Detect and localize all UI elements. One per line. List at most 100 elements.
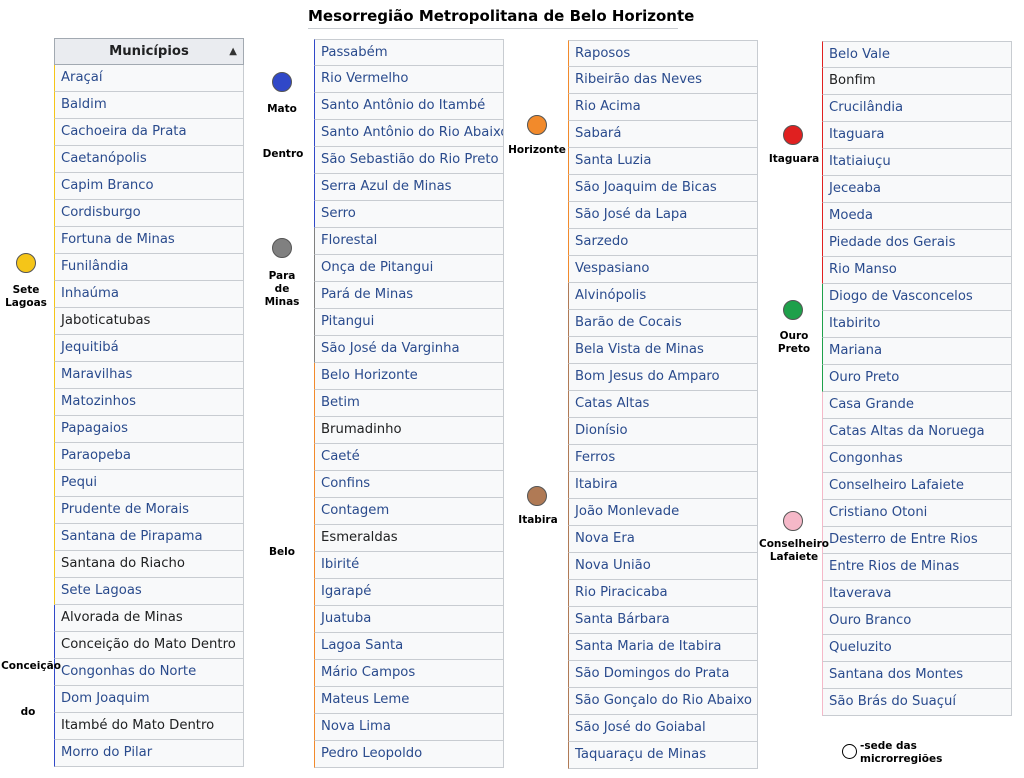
municipio-cell[interactable]: Rio Acima [568, 94, 758, 121]
municipio-cell[interactable]: Itatiaiuçu [822, 149, 1012, 176]
municipio-cell[interactable]: Alvinópolis [568, 283, 758, 310]
municipio-cell[interactable]: Itaverava [822, 581, 1012, 608]
municipio-cell[interactable]: Ibirité [314, 552, 504, 579]
municipio-cell[interactable]: Matozinhos [54, 389, 244, 416]
municipio-cell[interactable]: Dionísio [568, 418, 758, 445]
municipio-cell[interactable]: Entre Rios de Minas [822, 554, 1012, 581]
municipio-cell[interactable]: Caeté [314, 444, 504, 471]
municipio-cell[interactable]: Ouro Branco [822, 608, 1012, 635]
municipio-cell[interactable]: Rio Piracicaba [568, 580, 758, 607]
municipio-cell[interactable]: Queluzito [822, 635, 1012, 662]
municipio-cell[interactable]: Santo Antônio do Itambé [314, 93, 504, 120]
municipio-cell[interactable]: Baldim [54, 92, 244, 119]
municipio-cell[interactable]: Mariana [822, 338, 1012, 365]
municipio-cell[interactable]: Paraopeba [54, 443, 244, 470]
municipio-cell[interactable]: Catas Altas da Noruega [822, 419, 1012, 446]
municipio-cell[interactable]: Onça de Pitangui [314, 255, 504, 282]
municipio-cell[interactable]: Vespasiano [568, 256, 758, 283]
municipio-cell[interactable]: São Domingos do Prata [568, 661, 758, 688]
municipio-cell[interactable]: Raposos [568, 40, 758, 67]
municipio-cell[interactable]: Contagem [314, 498, 504, 525]
municipio-cell[interactable]: Santo Antônio do Rio Abaixo [314, 120, 504, 147]
municipio-cell[interactable]: Nova Era [568, 526, 758, 553]
municipio-cell[interactable]: Congonhas do Norte [54, 659, 244, 686]
municipio-cell[interactable]: Caetanópolis [54, 146, 244, 173]
municipio-cell[interactable]: Catas Altas [568, 391, 758, 418]
column-header-municipios[interactable]: Municípios ▲ [54, 38, 244, 65]
municipio-cell[interactable]: Lagoa Santa [314, 633, 504, 660]
municipio-cell[interactable]: Jeceaba [822, 176, 1012, 203]
municipio-cell[interactable]: São Brás do Suaçuí [822, 689, 1012, 716]
municipio-cell[interactable]: Morro do Pilar [54, 740, 244, 767]
municipio-cell[interactable]: Crucilândia [822, 95, 1012, 122]
municipio-cell[interactable]: Cristiano Otoni [822, 500, 1012, 527]
municipio-cell[interactable]: Funilândia [54, 254, 244, 281]
municipio-cell[interactable]: Piedade dos Gerais [822, 230, 1012, 257]
municipio-cell[interactable]: Pedro Leopoldo [314, 741, 504, 768]
municipio-cell[interactable]: São José da Varginha [314, 336, 504, 363]
municipio-cell[interactable]: Itaguara [822, 122, 1012, 149]
municipio-cell[interactable]: Barão de Cocais [568, 310, 758, 337]
municipio-cell[interactable]: Congonhas [822, 446, 1012, 473]
municipio-cell[interactable]: Cachoeira da Prata [54, 119, 244, 146]
municipio-cell[interactable]: Fortuna de Minas [54, 227, 244, 254]
municipio-cell[interactable]: Pará de Minas [314, 282, 504, 309]
municipio-cell[interactable]: Betim [314, 390, 504, 417]
municipio-cell[interactable]: Pitangui [314, 309, 504, 336]
municipio-cell[interactable]: Dom Joaquim [54, 686, 244, 713]
municipio-cell[interactable]: São Joaquim de Bicas [568, 175, 758, 202]
municipio-cell[interactable]: São Gonçalo do Rio Abaixo [568, 688, 758, 715]
municipio-cell[interactable]: Itabira [568, 472, 758, 499]
municipio-cell[interactable]: Bom Jesus do Amparo [568, 364, 758, 391]
municipio-cell[interactable]: Inhaúma [54, 281, 244, 308]
municipio-cell[interactable]: Moeda [822, 203, 1012, 230]
municipio-cell[interactable]: Ferros [568, 445, 758, 472]
municipio-cell[interactable]: Nova União [568, 553, 758, 580]
municipio-cell[interactable]: Belo Horizonte [314, 363, 504, 390]
municipio-cell[interactable]: Bela Vista de Minas [568, 337, 758, 364]
municipio-cell[interactable]: Rio Vermelho [314, 66, 504, 93]
municipio-cell[interactable]: Pequi [54, 470, 244, 497]
municipio-cell[interactable]: São José da Lapa [568, 202, 758, 229]
municipio-cell[interactable]: Ouro Preto [822, 365, 1012, 392]
municipio-cell[interactable]: Confins [314, 471, 504, 498]
municipio-cell[interactable]: Ribeirão das Neves [568, 67, 758, 94]
municipio-cell[interactable]: Prudente de Morais [54, 497, 244, 524]
municipio-cell[interactable]: Igarapé [314, 579, 504, 606]
sort-icon[interactable]: ▲ [229, 46, 237, 57]
municipio-cell[interactable]: São Sebastião do Rio Preto [314, 147, 504, 174]
municipio-cell[interactable]: Papagaios [54, 416, 244, 443]
municipio-cell[interactable]: Santa Bárbara [568, 607, 758, 634]
municipio-cell[interactable]: São José do Goiabal [568, 715, 758, 742]
municipio-cell[interactable]: Cordisburgo [54, 200, 244, 227]
municipio-cell[interactable]: Santana de Pirapama [54, 524, 244, 551]
municipio-cell[interactable]: Mário Campos [314, 660, 504, 687]
municipio-cell[interactable]: Casa Grande [822, 392, 1012, 419]
municipio-cell[interactable]: Desterro de Entre Rios [822, 527, 1012, 554]
municipio-cell[interactable]: Capim Branco [54, 173, 244, 200]
municipio-cell[interactable]: Sete Lagoas [54, 578, 244, 605]
municipio-cell[interactable]: Itabirito [822, 311, 1012, 338]
municipio-cell[interactable]: Sabará [568, 121, 758, 148]
municipio-cell[interactable]: Juatuba [314, 606, 504, 633]
municipio-cell[interactable]: Diogo de Vasconcelos [822, 284, 1012, 311]
municipio-cell[interactable]: Florestal [314, 228, 504, 255]
municipio-cell[interactable]: Belo Vale [822, 41, 1012, 68]
municipio-cell[interactable]: Passabém [314, 39, 504, 66]
municipio-cell[interactable]: Serro [314, 201, 504, 228]
municipio-cell[interactable]: Santana dos Montes [822, 662, 1012, 689]
municipio-cell[interactable]: Sarzedo [568, 229, 758, 256]
para-de-minas-marker-icon [272, 238, 292, 258]
municipio-cell[interactable]: Taquaraçu de Minas [568, 742, 758, 769]
municipio-cell[interactable]: Conselheiro Lafaiete [822, 473, 1012, 500]
municipio-cell[interactable]: Santa Luzia [568, 148, 758, 175]
municipio-cell[interactable]: Maravilhas [54, 362, 244, 389]
municipio-cell[interactable]: Jequitibá [54, 335, 244, 362]
municipio-cell[interactable]: Mateus Leme [314, 687, 504, 714]
municipio-cell[interactable]: João Monlevade [568, 499, 758, 526]
municipio-cell[interactable]: Rio Manso [822, 257, 1012, 284]
municipio-cell[interactable]: Serra Azul de Minas [314, 174, 504, 201]
municipio-cell[interactable]: Nova Lima [314, 714, 504, 741]
municipio-cell[interactable]: Santa Maria de Itabira [568, 634, 758, 661]
municipio-cell[interactable]: Araçaí [54, 65, 244, 92]
